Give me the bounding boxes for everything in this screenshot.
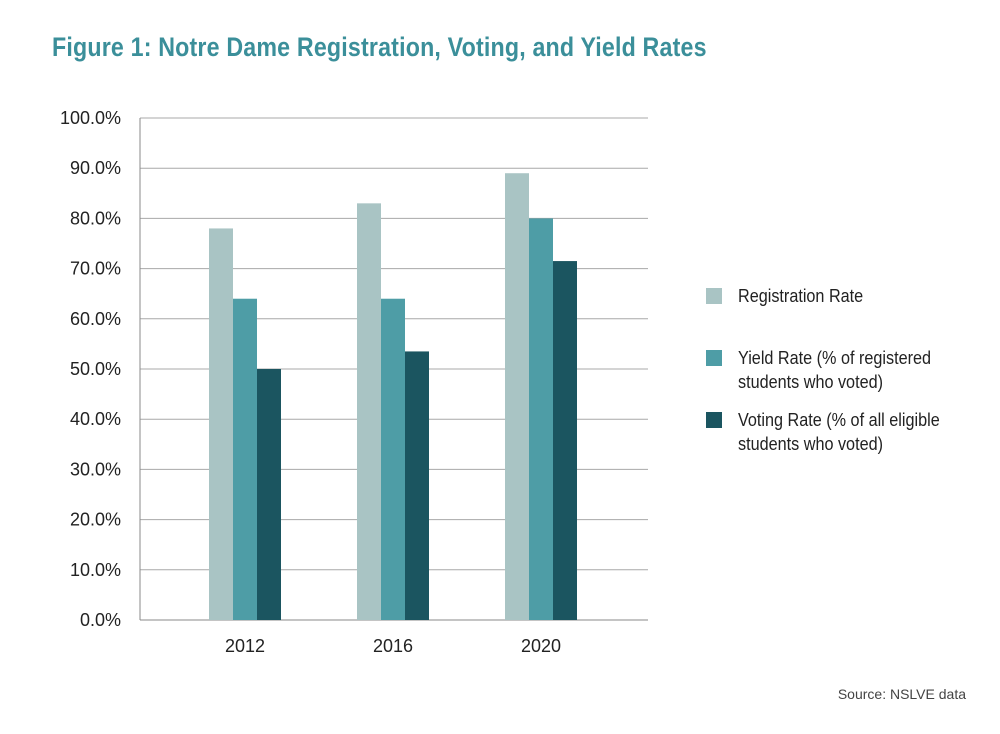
y-axis: 0.0% 10.0% 20.0% 30.0% 40.0% 50.0% 60.0% 70.0% 8… [60,108,141,630]
y-tick-label: 70.0% [70,259,121,279]
legend-label-voting: Voting Rate (% of all eligible students … [738,410,940,454]
y-tick-label: 10.0% [70,560,121,580]
bars [209,173,577,620]
bar-registration-2016 [357,203,381,620]
x-tick-label: 2016 [373,636,413,656]
legend-label-yield: Yield Rate (% of registered students who… [738,348,931,392]
y-tick-label: 50.0% [70,359,121,379]
legend-swatch-registration [706,288,722,304]
bar-voting-2012 [257,369,281,620]
chart-title: Figure 1: Notre Dame Registration, Votin… [52,32,707,62]
bar-voting-2016 [405,351,429,620]
legend-item-voting: Voting Rate (% of all eligible students … [706,408,968,456]
legend-swatch-yield [706,350,722,366]
y-tick-label: 20.0% [70,510,121,530]
y-tick-label: 100.0% [60,108,121,128]
bar-yield-2020 [529,218,553,620]
bar-voting-2020 [553,261,577,620]
bar-registration-2020 [505,173,529,620]
bar-yield-2012 [233,298,257,620]
legend-item-registration: Registration Rate [706,284,968,308]
y-tick-label: 0.0% [80,610,121,630]
y-tick-label: 80.0% [70,208,121,228]
x-axis: 2012 2016 2020 [225,636,561,656]
y-tick-label: 30.0% [70,459,121,479]
bar-yield-2016 [381,298,405,620]
y-tick-label: 60.0% [70,309,121,329]
x-tick-label: 2012 [225,636,265,656]
x-tick-label: 2020 [521,636,561,656]
y-tick-label: 90.0% [70,158,121,178]
source-note: Source: NSLVE data [837,686,966,702]
bar-registration-2012 [209,228,233,620]
legend-label-registration: Registration Rate [738,286,864,306]
legend-item-yield: Yield Rate (% of registered students who… [706,346,968,394]
y-tick-label: 40.0% [70,409,121,429]
legend-swatch-voting [706,412,722,428]
